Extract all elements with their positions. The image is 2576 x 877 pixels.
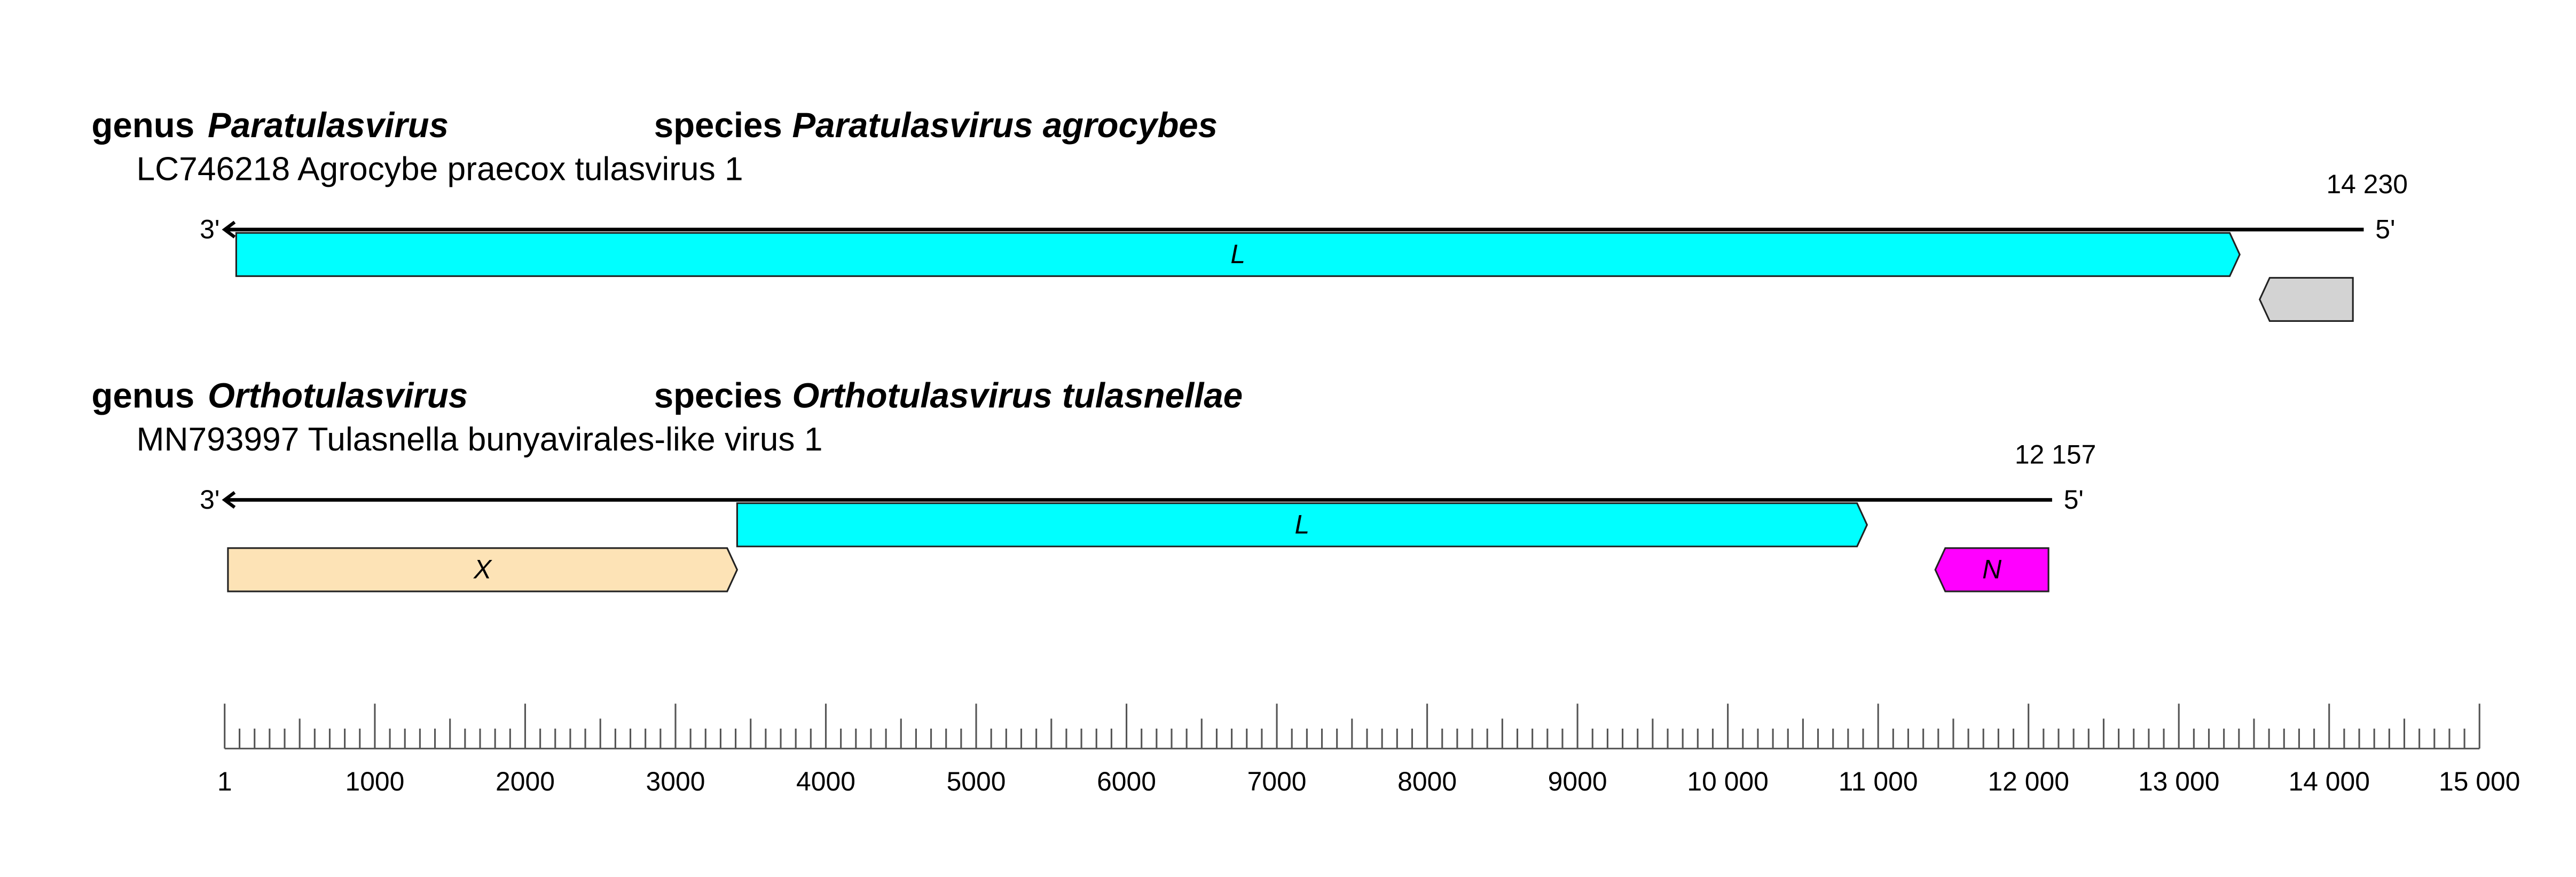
genome-length: 14 230 [2326, 169, 2408, 199]
end-3: 3' [200, 485, 219, 515]
end-3: 3' [200, 214, 219, 244]
genome-title: genus Paratulasvirus [91, 106, 449, 145]
orf [736, 502, 1868, 548]
genome-title: genus Orthotulasvirus [91, 376, 468, 415]
species-name: Paratulasvirus agrocybes [792, 106, 1218, 145]
species-label: species [654, 376, 782, 415]
tick-label: 1000 [345, 767, 404, 796]
orf-label: N [1982, 555, 2002, 584]
orf [235, 232, 2241, 277]
genus-name: Paratulasvirus [208, 106, 449, 145]
orf-label: X [473, 555, 492, 584]
species-label: species [654, 106, 782, 145]
orf-label: L [1230, 239, 1245, 269]
tick-label: 3000 [646, 767, 705, 796]
tick-label: 12 000 [1988, 767, 2069, 796]
orf-label: L [1295, 510, 1310, 540]
orf [1934, 547, 2049, 592]
tick-label: 13 000 [2138, 767, 2219, 796]
orf [227, 547, 739, 592]
orf [2258, 276, 2354, 322]
tick-label: 2000 [496, 767, 555, 796]
tick-label: 6000 [1097, 767, 1156, 796]
genome-length: 12 157 [2015, 440, 2096, 470]
tick-label: 5000 [947, 767, 1006, 796]
genus-name: Orthotulasvirus [208, 376, 468, 415]
species-title: species Orthotulasvirus tulasnellae [654, 376, 1243, 415]
tick-label: 1 [217, 767, 232, 796]
end-arrow [222, 491, 236, 509]
end-5: 5' [2375, 214, 2395, 244]
tick-label: 9000 [1548, 767, 1607, 796]
tick-label: 4000 [796, 767, 855, 796]
tick-label: 14 000 [2288, 767, 2369, 796]
tick-label: 10 000 [1687, 767, 1769, 796]
accession: MN793997 Tulasnella bunyavirales-like vi… [137, 421, 823, 458]
end-arrow [222, 220, 236, 239]
species-title: species Paratulasvirus agrocybes [654, 106, 1218, 145]
genus-label: genus [91, 376, 194, 415]
accession: LC746218 Agrocybe praecox tulasvirus 1 [137, 151, 743, 187]
tick-label: 11 000 [1839, 767, 1918, 796]
species-name: Orthotulasvirus tulasnellae [792, 376, 1243, 415]
tick-label: 7000 [1247, 767, 1307, 796]
genus-label: genus [91, 106, 194, 145]
end-5: 5' [2064, 485, 2084, 515]
tick-label: 15 000 [2439, 767, 2520, 796]
tick-label: 8000 [1397, 767, 1457, 796]
